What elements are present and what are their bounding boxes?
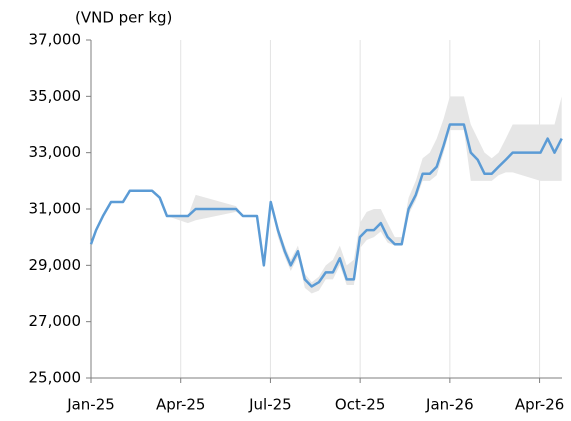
y-tick-label: 33,000 — [29, 143, 82, 161]
x-tick-label: Jan-25 — [66, 396, 115, 414]
y-axis-label: (VND per kg) — [75, 9, 172, 27]
x-tick-label: Apr-26 — [515, 396, 565, 414]
x-tick-label: Oct-25 — [335, 396, 385, 414]
y-tick-label: 37,000 — [29, 31, 82, 49]
y-tick-label: 31,000 — [29, 200, 82, 218]
price-line — [89, 123, 563, 288]
x-tick-label: Jul-25 — [248, 396, 292, 414]
x-tick-label: Apr-25 — [156, 396, 206, 414]
range-band — [91, 96, 562, 294]
y-tick-label: 29,000 — [29, 256, 82, 274]
y-tick-label: 25,000 — [29, 369, 82, 387]
y-tick-label: 27,000 — [29, 312, 82, 330]
y-tick-label: 35,000 — [29, 87, 82, 105]
x-tick-label: Jan-26 — [425, 396, 474, 414]
